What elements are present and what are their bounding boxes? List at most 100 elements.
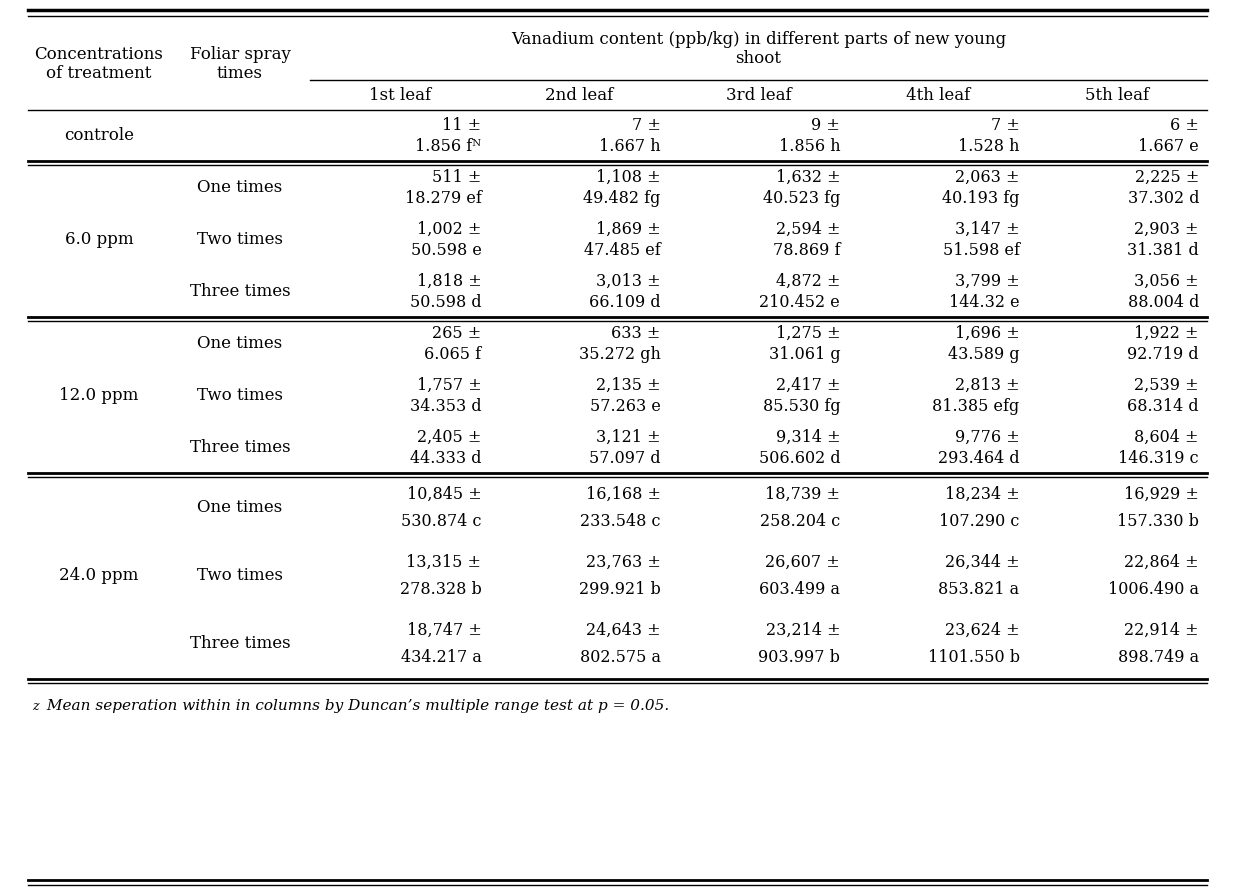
Text: 23,214 ±: 23,214 ±	[766, 622, 840, 639]
Text: controle: controle	[64, 128, 135, 145]
Text: 1,108 ±: 1,108 ±	[597, 169, 661, 186]
Text: 24,643 ±: 24,643 ±	[587, 622, 661, 639]
Text: Three times: Three times	[190, 636, 290, 653]
Text: 2,405 ±: 2,405 ±	[417, 429, 482, 446]
Text: Mean seperation within in columns by Duncan’s multiple range test at p = 0.05.: Mean seperation within in columns by Dun…	[42, 699, 669, 713]
Text: 40.193 fg: 40.193 fg	[942, 190, 1020, 207]
Text: 5th leaf: 5th leaf	[1086, 87, 1150, 104]
Text: Vanadium content (ppb/kg) in different parts of new young
shoot: Vanadium content (ppb/kg) in different p…	[511, 30, 1007, 67]
Text: 898.749 a: 898.749 a	[1118, 649, 1199, 666]
Text: 4,872 ±: 4,872 ±	[776, 273, 840, 290]
Text: 51.598 ef: 51.598 ef	[942, 242, 1020, 259]
Text: 258.204 c: 258.204 c	[760, 513, 840, 530]
Text: 3,056 ±: 3,056 ±	[1135, 273, 1199, 290]
Text: 47.485 ef: 47.485 ef	[584, 242, 661, 259]
Text: 9,776 ±: 9,776 ±	[955, 429, 1020, 446]
Text: Two times: Two times	[198, 387, 283, 404]
Text: 7 ±: 7 ±	[990, 117, 1020, 134]
Text: 57.263 e: 57.263 e	[590, 398, 661, 415]
Text: 7 ±: 7 ±	[632, 117, 661, 134]
Text: One times: One times	[198, 335, 283, 352]
Text: 12.0 ppm: 12.0 ppm	[59, 387, 138, 404]
Text: 1st leaf: 1st leaf	[368, 87, 431, 104]
Text: 1,757 ±: 1,757 ±	[416, 377, 482, 394]
Text: 1,818 ±: 1,818 ±	[416, 273, 482, 290]
Text: 9 ±: 9 ±	[811, 117, 840, 134]
Text: 40.523 fg: 40.523 fg	[763, 190, 840, 207]
Text: 66.109 d: 66.109 d	[589, 294, 661, 311]
Text: One times: One times	[198, 180, 283, 197]
Text: One times: One times	[198, 500, 283, 517]
Text: 293.464 d: 293.464 d	[937, 450, 1020, 467]
Text: 144.32 e: 144.32 e	[948, 294, 1020, 311]
Text: 18.279 ef: 18.279 ef	[405, 190, 482, 207]
Text: 802.575 a: 802.575 a	[579, 649, 661, 666]
Text: 22,914 ±: 22,914 ±	[1124, 622, 1199, 639]
Text: 299.921 b: 299.921 b	[579, 581, 661, 598]
Text: 31.061 g: 31.061 g	[768, 346, 840, 363]
Text: 2,903 ±: 2,903 ±	[1135, 221, 1199, 238]
Text: 2,225 ±: 2,225 ±	[1135, 169, 1199, 186]
Text: 13,315 ±: 13,315 ±	[406, 554, 482, 571]
Text: Concentrations
of treatment: Concentrations of treatment	[35, 46, 163, 82]
Text: 11 ±: 11 ±	[442, 117, 482, 134]
Text: 34.353 d: 34.353 d	[410, 398, 482, 415]
Text: 2,594 ±: 2,594 ±	[776, 221, 840, 238]
Text: 44.333 d: 44.333 d	[410, 450, 482, 467]
Text: 31.381 d: 31.381 d	[1128, 242, 1199, 259]
Text: 1,696 ±: 1,696 ±	[955, 325, 1020, 342]
Text: 1,632 ±: 1,632 ±	[776, 169, 840, 186]
Text: 2,417 ±: 2,417 ±	[776, 377, 840, 394]
Text: 9,314 ±: 9,314 ±	[776, 429, 840, 446]
Text: 18,234 ±: 18,234 ±	[945, 486, 1020, 503]
Text: 511 ±: 511 ±	[432, 169, 482, 186]
Text: Foliar spray
times: Foliar spray times	[189, 46, 290, 82]
Text: 1.856 fᴺ: 1.856 fᴺ	[415, 138, 482, 155]
Text: 35.272 gh: 35.272 gh	[579, 346, 661, 363]
Text: 37.302 d: 37.302 d	[1128, 190, 1199, 207]
Text: 434.217 a: 434.217 a	[400, 649, 482, 666]
Text: 26,344 ±: 26,344 ±	[945, 554, 1020, 571]
Text: 4th leaf: 4th leaf	[905, 87, 969, 104]
Text: 2,813 ±: 2,813 ±	[955, 377, 1020, 394]
Text: 57.097 d: 57.097 d	[589, 450, 661, 467]
Text: 6.0 ppm: 6.0 ppm	[64, 232, 133, 249]
Text: 1.667 e: 1.667 e	[1139, 138, 1199, 155]
Text: 50.598 e: 50.598 e	[410, 242, 482, 259]
Text: 3rd leaf: 3rd leaf	[726, 87, 792, 104]
Text: 23,624 ±: 23,624 ±	[945, 622, 1020, 639]
Text: 233.548 c: 233.548 c	[580, 513, 661, 530]
Text: 530.874 c: 530.874 c	[401, 513, 482, 530]
Text: 1,922 ±: 1,922 ±	[1135, 325, 1199, 342]
Text: 1,002 ±: 1,002 ±	[417, 221, 482, 238]
Text: 1,275 ±: 1,275 ±	[776, 325, 840, 342]
Text: 146.319 c: 146.319 c	[1119, 450, 1199, 467]
Text: 18,739 ±: 18,739 ±	[766, 486, 840, 503]
Text: 3,013 ±: 3,013 ±	[597, 273, 661, 290]
Text: 43.589 g: 43.589 g	[948, 346, 1020, 363]
Text: 107.290 c: 107.290 c	[940, 513, 1020, 530]
Text: 1.667 h: 1.667 h	[599, 138, 661, 155]
Text: 16,929 ±: 16,929 ±	[1124, 486, 1199, 503]
Text: 3,147 ±: 3,147 ±	[955, 221, 1020, 238]
Text: z: z	[32, 699, 38, 713]
Text: 26,607 ±: 26,607 ±	[766, 554, 840, 571]
Text: 210.452 e: 210.452 e	[760, 294, 840, 311]
Text: 23,763 ±: 23,763 ±	[585, 554, 661, 571]
Text: 2,063 ±: 2,063 ±	[955, 169, 1020, 186]
Text: 2,135 ±: 2,135 ±	[597, 377, 661, 394]
Text: 78.869 f: 78.869 f	[773, 242, 840, 259]
Text: 157.330 b: 157.330 b	[1118, 513, 1199, 530]
Text: 68.314 d: 68.314 d	[1128, 398, 1199, 415]
Text: 16,168 ±: 16,168 ±	[585, 486, 661, 503]
Text: 278.328 b: 278.328 b	[400, 581, 482, 598]
Text: 92.719 d: 92.719 d	[1128, 346, 1199, 363]
Text: 3,121 ±: 3,121 ±	[597, 429, 661, 446]
Text: 1101.550 b: 1101.550 b	[927, 649, 1020, 666]
Text: Two times: Two times	[198, 232, 283, 249]
Text: 81.385 efg: 81.385 efg	[932, 398, 1020, 415]
Text: 1,869 ±: 1,869 ±	[597, 221, 661, 238]
Text: 10,845 ±: 10,845 ±	[406, 486, 482, 503]
Text: 85.530 fg: 85.530 fg	[762, 398, 840, 415]
Text: 2,539 ±: 2,539 ±	[1135, 377, 1199, 394]
